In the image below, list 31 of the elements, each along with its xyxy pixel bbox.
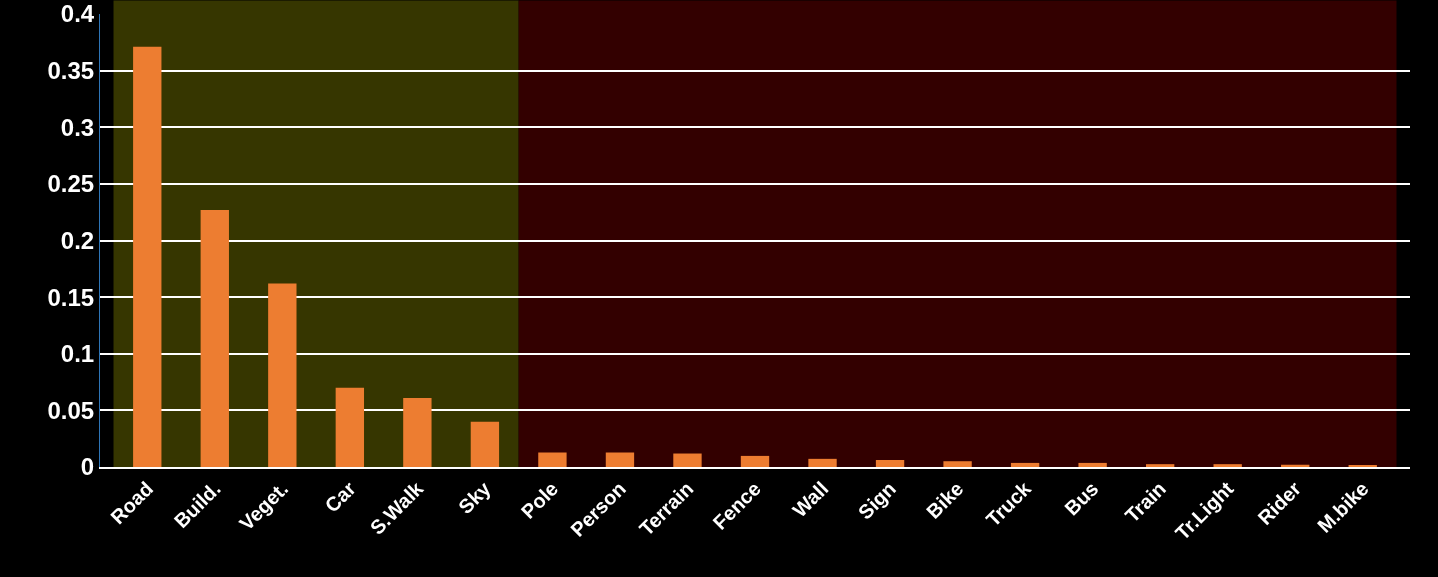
y-tick-label: 0.2: [60, 226, 95, 254]
bar: [538, 452, 567, 467]
y-tick-label: 0.3: [60, 113, 95, 141]
y-tick-label: 0.25: [47, 170, 95, 198]
x-tick-label: Bike: [922, 477, 968, 523]
x-tick-label: Sky: [454, 476, 496, 519]
x-tick-label: Pole: [516, 477, 563, 523]
bar: [1078, 462, 1107, 467]
y-tick-label: 0.35: [47, 57, 95, 85]
bar: [403, 397, 432, 467]
bar: [943, 461, 972, 467]
y-tick-label: 0.15: [47, 283, 95, 311]
bar: [605, 452, 635, 467]
y-tick-label: 0.1: [60, 340, 95, 368]
bar: [875, 459, 905, 467]
bar: [470, 421, 500, 467]
y-tick-label: 0.05: [47, 396, 95, 424]
bar: [1010, 462, 1040, 467]
y-tick-label: 0.4: [60, 0, 95, 28]
x-tick-label: Bus: [1060, 477, 1103, 520]
bar: [1145, 464, 1175, 467]
bar: [740, 455, 770, 467]
bar: [268, 283, 297, 467]
x-tick-label: Car: [320, 477, 360, 517]
bar: [335, 387, 365, 467]
bar: [808, 458, 837, 467]
bar: [1213, 464, 1242, 467]
bar: [200, 209, 229, 467]
bar: [133, 46, 162, 467]
bar: [673, 453, 702, 467]
y-tick-label: 0: [80, 453, 95, 481]
